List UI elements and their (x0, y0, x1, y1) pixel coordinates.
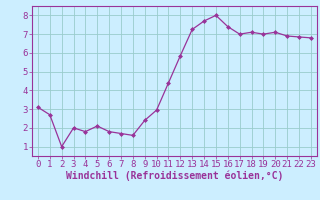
X-axis label: Windchill (Refroidissement éolien,°C): Windchill (Refroidissement éolien,°C) (66, 171, 283, 181)
